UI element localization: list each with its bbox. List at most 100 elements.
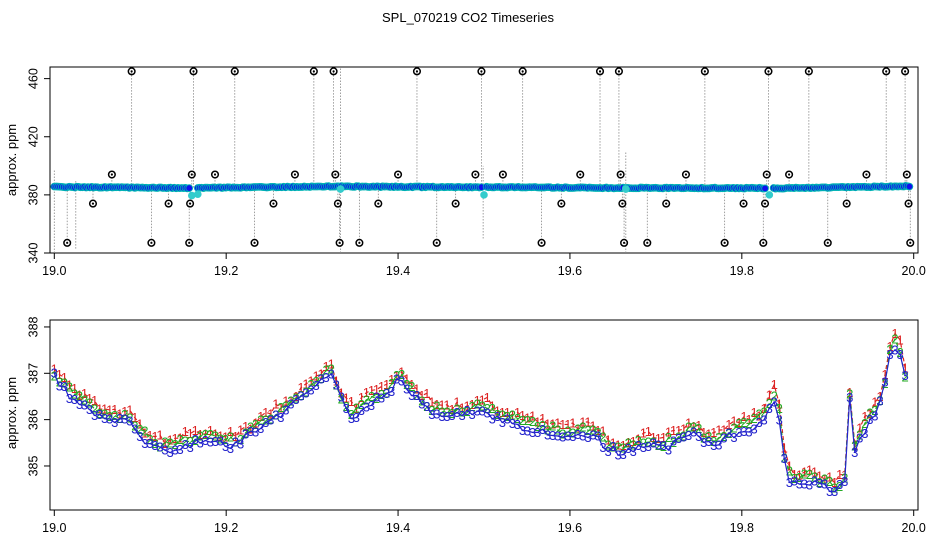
spike-point-core [905, 173, 908, 176]
series-3-point: 3 [599, 440, 606, 455]
spike-point-core [213, 173, 217, 176]
series-1-point: 1 [549, 416, 556, 431]
series-3-point: 3 [197, 435, 204, 450]
gap-point [194, 190, 202, 198]
series-1-point: 1 [151, 429, 158, 444]
series-3-point: 3 [413, 388, 420, 403]
spike-point-core [253, 241, 256, 244]
spike-point [290, 170, 299, 179]
spike-point-core [332, 70, 335, 73]
series-1-point: 1 [901, 360, 908, 375]
series-1-point: 1 [534, 414, 541, 429]
series-2-point: 2 [202, 427, 209, 442]
series-3-point: 3 [71, 392, 78, 407]
series-2-point: 2 [282, 399, 289, 414]
series-3-point: 3 [111, 415, 118, 430]
series-3-point: 3 [710, 438, 717, 453]
series-3-point: 3 [91, 408, 98, 423]
series-3-point: 3 [766, 401, 773, 416]
series-1-point: 1 [368, 383, 375, 398]
series-1-point: 1 [514, 405, 521, 420]
series-3-point: 3 [479, 404, 486, 419]
series-2-point: 2 [766, 396, 773, 411]
series-1-point: 1 [680, 422, 687, 437]
spike-point [762, 170, 771, 179]
spike-point [147, 238, 156, 247]
series-2-point: 2 [428, 403, 435, 418]
series-2-point: 2 [222, 432, 229, 447]
series-2-point: 2 [328, 362, 335, 377]
series-1-point: 1 [801, 465, 808, 480]
series-1-point: 1 [56, 367, 63, 382]
series-3-point: 3 [745, 425, 752, 440]
series-3-point: 3 [257, 421, 264, 436]
series-1-point: 1 [856, 421, 863, 436]
spike-point-core [480, 70, 483, 73]
series-1-point: 1 [463, 398, 470, 413]
series-2-point: 2 [499, 407, 506, 422]
series-1-point: 1 [469, 397, 476, 412]
spike-point-core [272, 202, 275, 205]
series-3-point: 3 [363, 399, 370, 414]
series-1-point: 1 [217, 429, 224, 444]
bottom-x-tick-label: 19.8 [730, 521, 754, 535]
series-1-point: 1 [398, 364, 405, 379]
series-2-point: 2 [871, 403, 878, 418]
series-2-point: 2 [896, 345, 903, 360]
series-1-point: 1 [559, 417, 566, 432]
series-1-point: 1 [519, 408, 526, 423]
series-2-point: 2 [635, 433, 642, 448]
spike-point-core [787, 173, 791, 176]
series-1-point: 1 [453, 395, 460, 410]
gap-point [480, 191, 488, 199]
spike-point [902, 170, 911, 179]
top-y-tick-label: 340 [26, 243, 40, 264]
series-3-point: 3 [539, 422, 546, 437]
series-3-point: 3 [403, 382, 410, 397]
series-1-point: 1 [791, 467, 798, 482]
bottom-x-tick-label: 19.0 [42, 521, 66, 535]
spike-point [557, 199, 566, 208]
series-2-point: 2 [217, 431, 224, 446]
series-2-point: 2 [579, 420, 586, 435]
series-1-point: 1 [292, 389, 299, 404]
series-1-point: 1 [101, 402, 108, 417]
series-3-point: 3 [625, 441, 632, 456]
series-3-point: 3 [116, 411, 123, 426]
series-3-point: 3 [242, 427, 249, 442]
spike-point-core [334, 173, 337, 176]
series-1-point: 1 [66, 377, 73, 392]
top-x-tick-label: 19.8 [730, 264, 754, 278]
series-2-point: 2 [373, 391, 380, 406]
bottom-x-tick-label: 19.4 [386, 521, 410, 535]
series-3-point: 3 [589, 428, 596, 443]
series-1-point: 1 [620, 438, 627, 453]
series-2-point: 2 [831, 480, 838, 495]
bottom-plot-frame [49, 319, 919, 511]
series-2-point: 2 [735, 416, 742, 431]
top-y-tick-label: 380 [26, 184, 40, 205]
series-3-point: 3 [212, 434, 219, 449]
series-3-point: 3 [312, 378, 319, 393]
series-1-point: 1 [831, 475, 838, 490]
series-1-point: 1 [348, 394, 355, 409]
series-1-point: 1 [247, 421, 254, 436]
series-2-point: 2 [524, 413, 531, 428]
spike-point-core [885, 70, 888, 73]
top-y-axis: 340 380 420 460 [26, 68, 50, 263]
series-3-point: 3 [161, 443, 168, 458]
spike-point [823, 238, 832, 247]
spike-point [576, 170, 585, 179]
series-1-point: 1 [665, 424, 672, 439]
series-1-point: 1 [373, 382, 380, 397]
series-3-point: 3 [831, 484, 838, 499]
series-3-point: 3 [136, 429, 143, 444]
series-1-point: 1 [504, 405, 511, 420]
spike-point [250, 238, 259, 247]
series-2-point: 2 [559, 426, 566, 441]
top-x-tick-label: 19.6 [558, 264, 582, 278]
spike-point [906, 238, 915, 247]
spike-point-core [338, 241, 341, 244]
spike-point [498, 170, 507, 179]
spike-point [432, 238, 441, 247]
